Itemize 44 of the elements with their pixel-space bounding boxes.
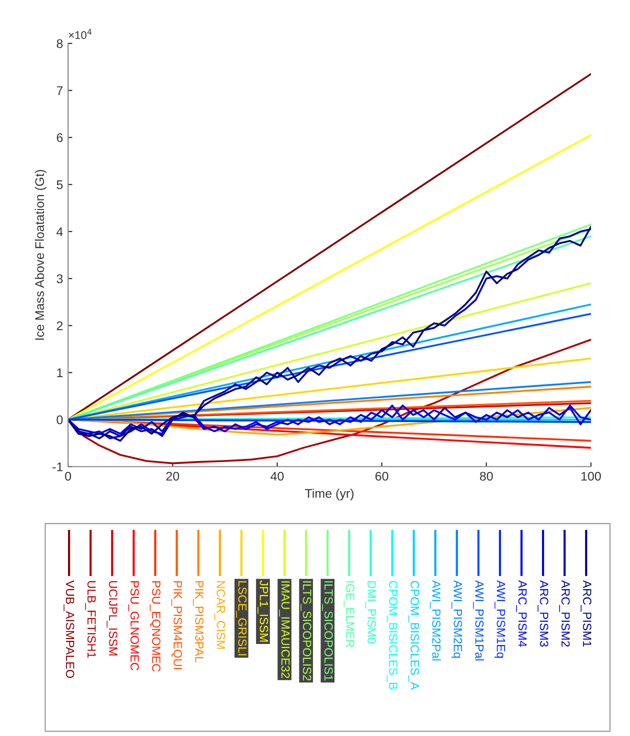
y-tick-label: 1: [57, 368, 63, 378]
text: AWI_PISM1Pal: [473, 580, 484, 660]
y-tick-label: 3: [56, 274, 63, 284]
text: ARC_PISM2: [559, 580, 570, 647]
text: CPOM_BISICLES_A: [408, 580, 419, 690]
text: ARC_PISM4: [516, 580, 527, 647]
x-tick-label: 20: [166, 472, 180, 481]
text: ×10$^{4}$: [68, 29, 92, 40]
text: DMI_PISM0: [365, 581, 376, 644]
text: PSU_EQNOMEC: [150, 581, 160, 672]
x-axis-title: Time (yr): [305, 488, 354, 500]
text: AWI_PISM2Eq: [451, 580, 462, 658]
text: AWI_PISM1Eq: [494, 580, 506, 658]
y-tick-label: 6: [56, 133, 63, 142]
text: ILTS_SICOPOLIS2: [300, 581, 312, 680]
text: NCAR_CISM: [214, 581, 226, 649]
x-tick-label: 60: [375, 472, 388, 481]
y-tick-label: 8: [56, 39, 63, 48]
x-tick-label: 40: [270, 472, 284, 481]
text: LSCE_GRISLI: [236, 581, 247, 656]
text: UCIJPL_ISSM: [106, 581, 118, 656]
text: ARC_PISM1: [580, 580, 592, 647]
text: ILTS_SICOPOLIS1: [322, 581, 333, 680]
y-tick-label: 2: [56, 321, 63, 330]
y-tick-label: 0: [56, 415, 63, 424]
text: PSU_GLNOMEC: [128, 581, 139, 670]
text: ULB_FETISH1: [85, 581, 96, 658]
y-tick-label: 7: [56, 86, 63, 95]
text: JPL1_ISSM: [258, 580, 268, 642]
text: IMAU_IMAUICE32: [279, 581, 290, 678]
y-tick-label: 5: [56, 180, 63, 190]
text: PIK_PISM4EQUI: [171, 581, 182, 670]
x-tick-label: 100: [581, 472, 601, 481]
y-axis-title: Ice Mass Above Floatation (Gt): [34, 170, 47, 340]
x-tick-label: 0: [65, 472, 72, 481]
text: VUB_AISMPALEO: [64, 580, 74, 678]
text: IGE_ELMER: [344, 581, 354, 648]
text: PIK_PISM3PAL: [192, 581, 204, 662]
y-tick-label: 4: [56, 227, 63, 236]
text: AWI_PISM2Pal: [430, 580, 441, 660]
text: ARC_PISM3: [538, 580, 548, 647]
y-tick-label: -1: [52, 462, 63, 472]
text: CPOM_BISICLES_B: [386, 580, 398, 690]
x-tick-label: 80: [480, 472, 493, 481]
